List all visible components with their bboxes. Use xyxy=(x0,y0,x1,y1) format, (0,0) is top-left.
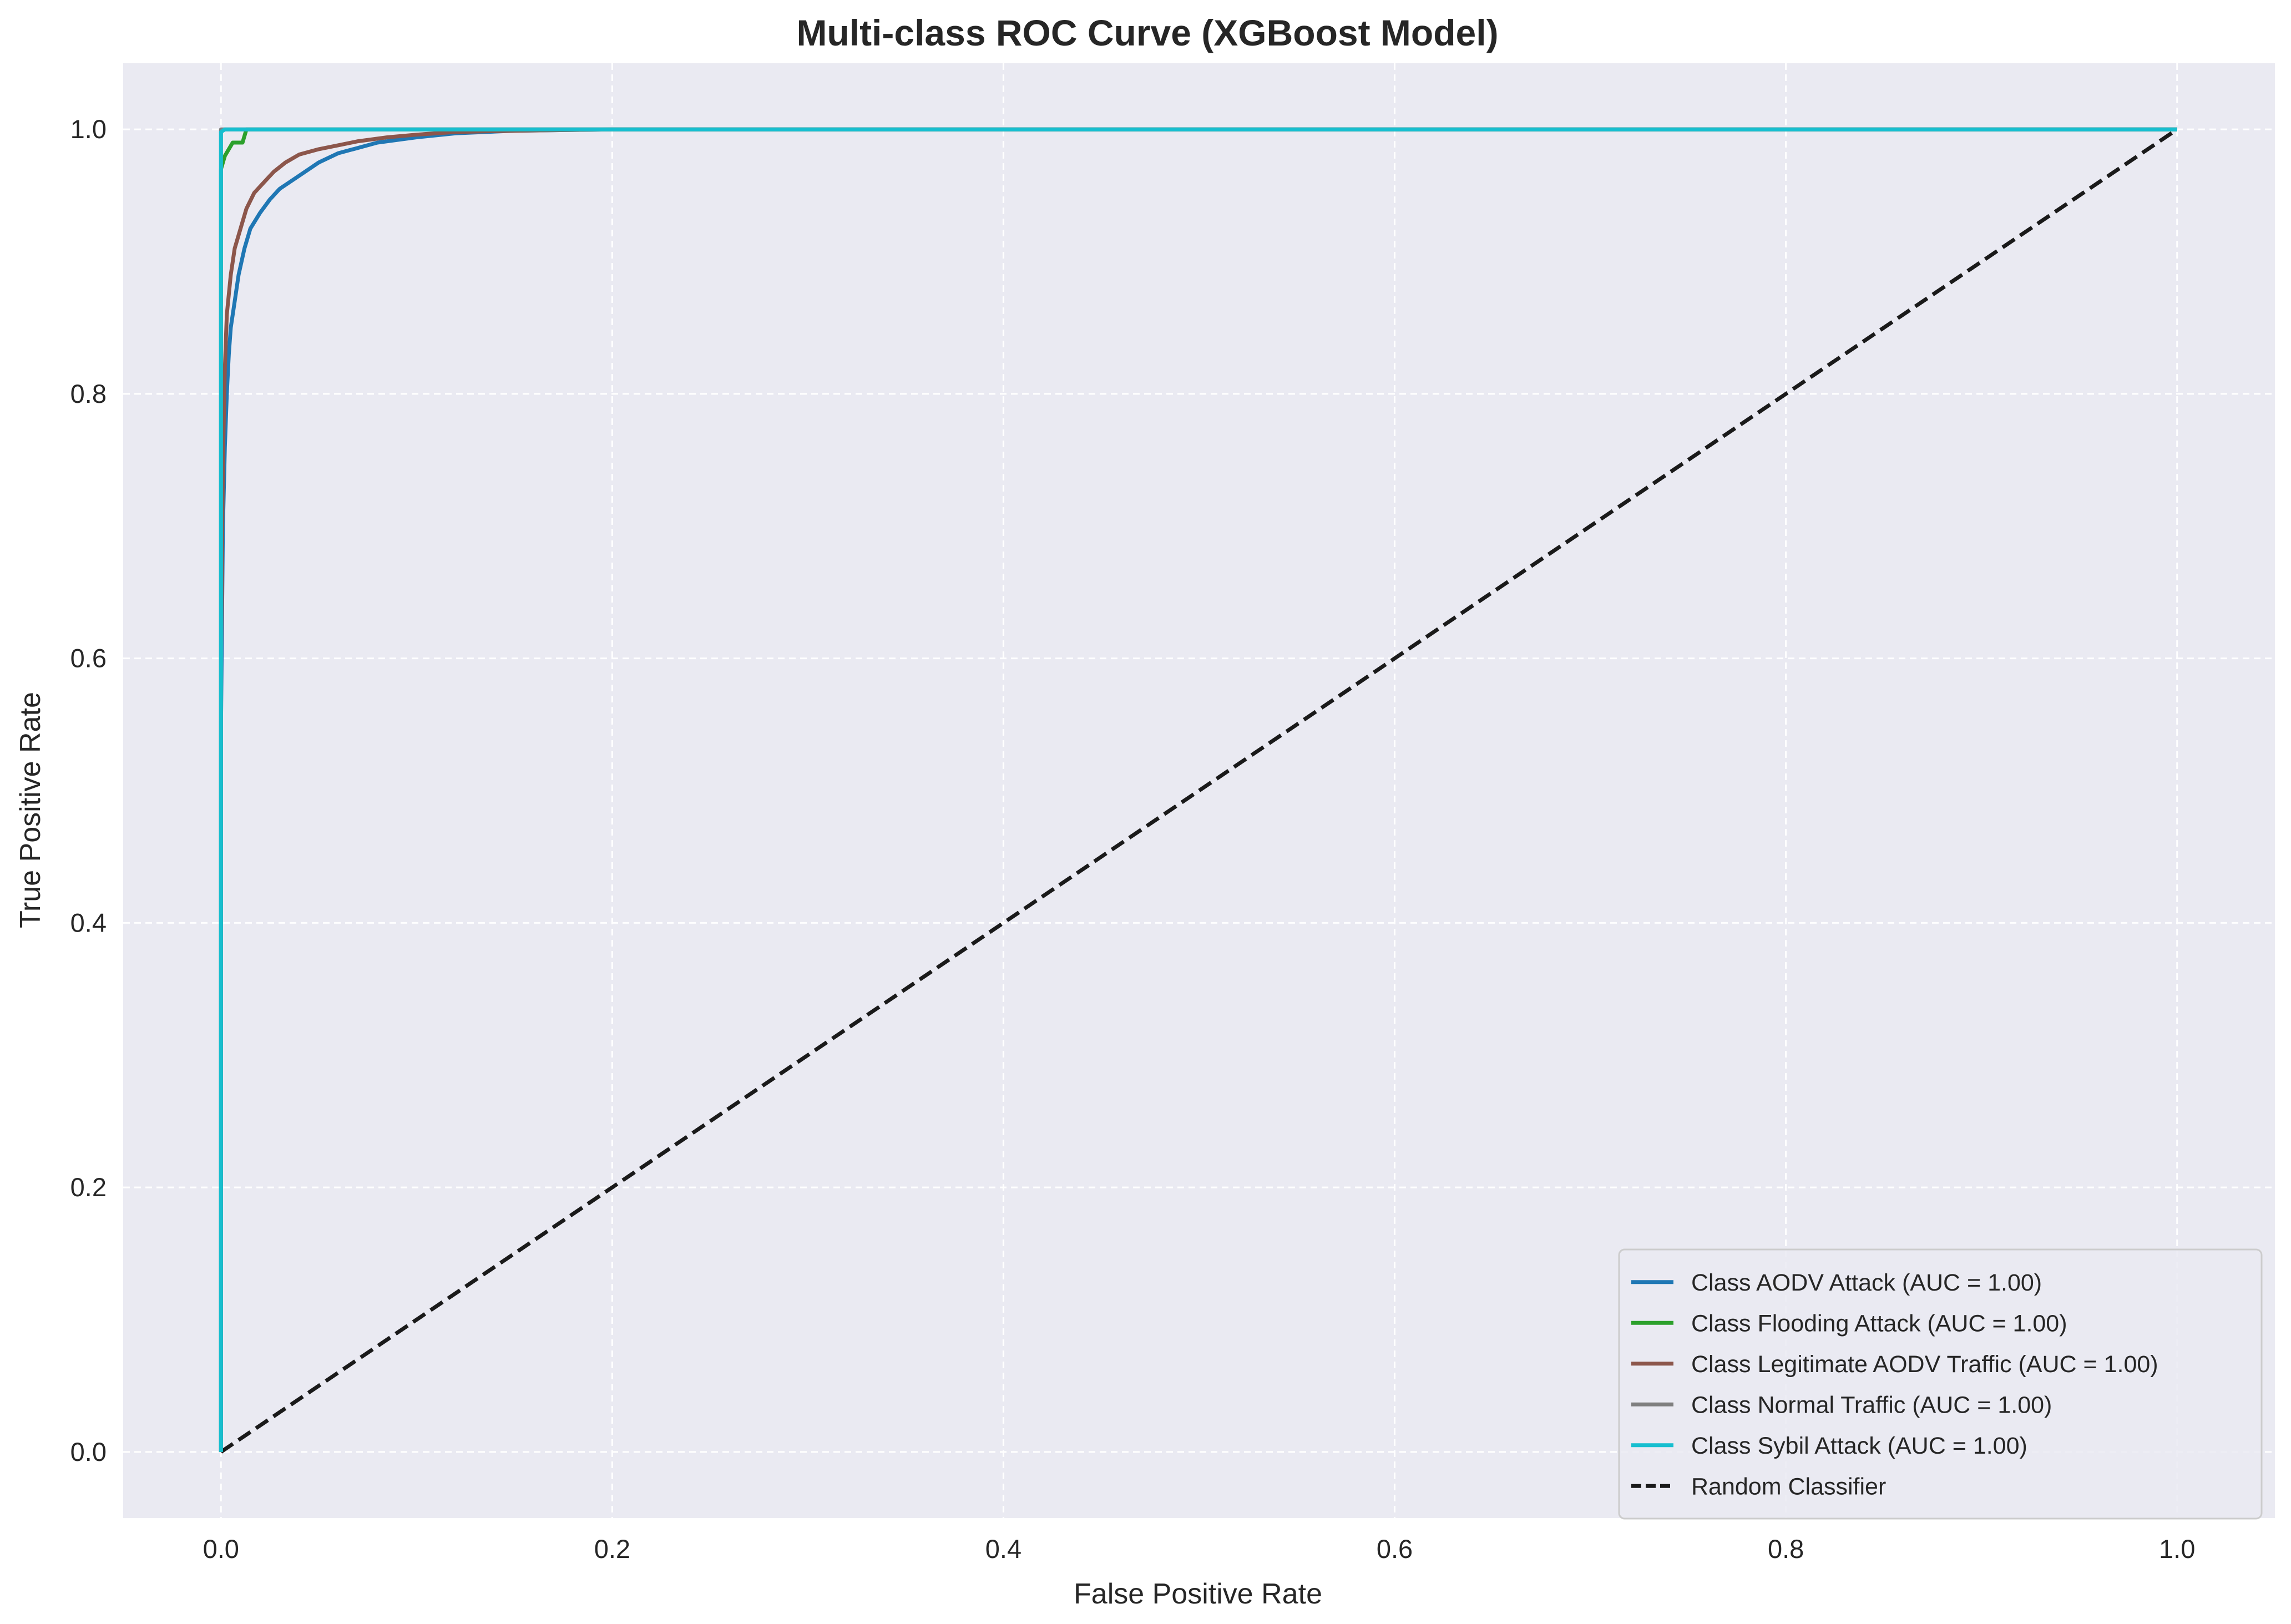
series-line-5 xyxy=(220,128,2178,1454)
series-line-4 xyxy=(219,127,2177,1452)
x-tick-labels: 0.0 0.2 0.4 0.6 0.8 1.0 xyxy=(203,1534,2196,1564)
chart-title: Multi-class ROC Curve (XGBoost Model) xyxy=(796,12,1498,53)
series-line-0 xyxy=(219,127,2177,1452)
y-axis-label: True Positive Rate xyxy=(14,692,47,928)
y-tick-label: 0.6 xyxy=(70,644,107,673)
y-tick-labels: 0.0 0.2 0.4 0.6 0.8 1.0 xyxy=(70,114,107,1466)
x-tick-label: 1.0 xyxy=(2159,1534,2195,1564)
legend-label: Class Sybil Attack (AUC = 1.00) xyxy=(1691,1433,2027,1459)
x-axis-label: False Positive Rate xyxy=(1074,1578,1322,1610)
legend-label: Class AODV Attack (AUC = 1.00) xyxy=(1691,1269,2042,1296)
x-tick-label: 0.4 xyxy=(985,1534,1021,1564)
x-tick-label: 0.0 xyxy=(203,1534,239,1564)
x-tick-label: 0.6 xyxy=(1377,1534,1413,1564)
x-tick-label: 0.8 xyxy=(1768,1534,1804,1564)
legend-label: Class Flooding Attack (AUC = 1.00) xyxy=(1691,1310,2067,1337)
y-tick-label: 0.2 xyxy=(70,1172,107,1202)
legend-label: Class Legitimate AODV Traffic (AUC = 1.0… xyxy=(1691,1351,2158,1378)
y-tick-label: 1.0 xyxy=(70,114,107,144)
legend-label: Random Classifier xyxy=(1691,1473,1886,1500)
legend-label: Class Normal Traffic (AUC = 1.00) xyxy=(1691,1392,2052,1418)
y-tick-label: 0.0 xyxy=(70,1437,107,1466)
y-tick-label: 0.8 xyxy=(70,379,107,408)
y-tick-label: 0.4 xyxy=(70,908,107,937)
series-line-2 xyxy=(219,127,2177,1452)
x-tick-label: 0.2 xyxy=(594,1534,630,1564)
legend: Class AODV Attack (AUC = 1.00) Class Floo… xyxy=(1618,1248,2263,1520)
legend-box xyxy=(1618,1248,2263,1520)
series-layer xyxy=(219,127,2178,1454)
